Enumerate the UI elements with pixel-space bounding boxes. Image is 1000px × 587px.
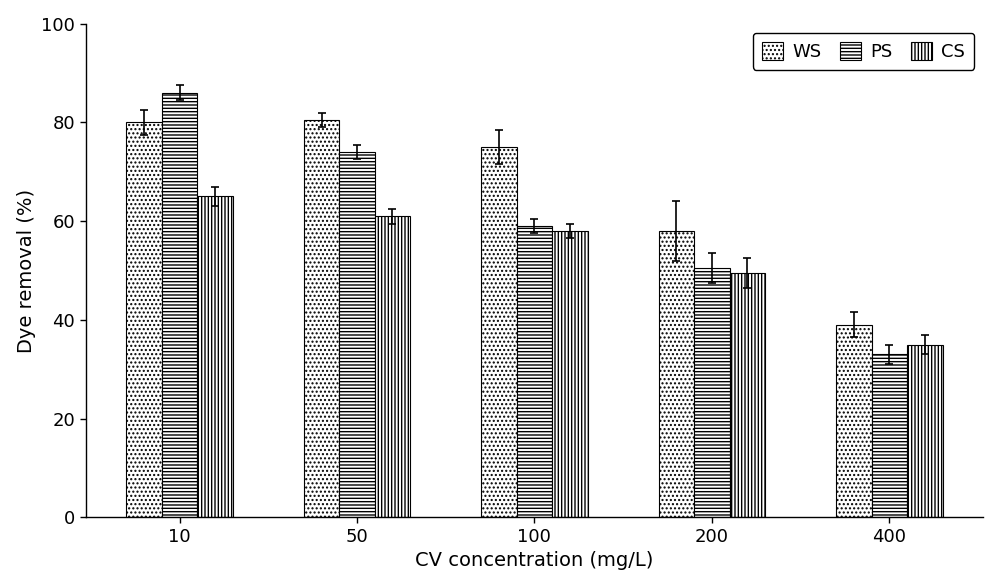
- Bar: [872, 355, 907, 517]
- Bar: [162, 93, 197, 517]
- Bar: [375, 216, 410, 517]
- Bar: [304, 120, 339, 517]
- Bar: [552, 231, 588, 517]
- Bar: [836, 325, 872, 517]
- Bar: [481, 147, 517, 517]
- Legend: WS, PS, CS: WS, PS, CS: [753, 33, 974, 70]
- Y-axis label: Dye removal (%): Dye removal (%): [17, 188, 36, 353]
- Bar: [730, 273, 765, 517]
- Bar: [517, 226, 552, 517]
- Bar: [197, 197, 233, 517]
- Bar: [126, 123, 162, 517]
- Bar: [659, 231, 694, 517]
- Bar: [339, 152, 375, 517]
- Bar: [907, 345, 943, 517]
- X-axis label: CV concentration (mg/L): CV concentration (mg/L): [415, 551, 654, 571]
- Bar: [694, 268, 730, 517]
